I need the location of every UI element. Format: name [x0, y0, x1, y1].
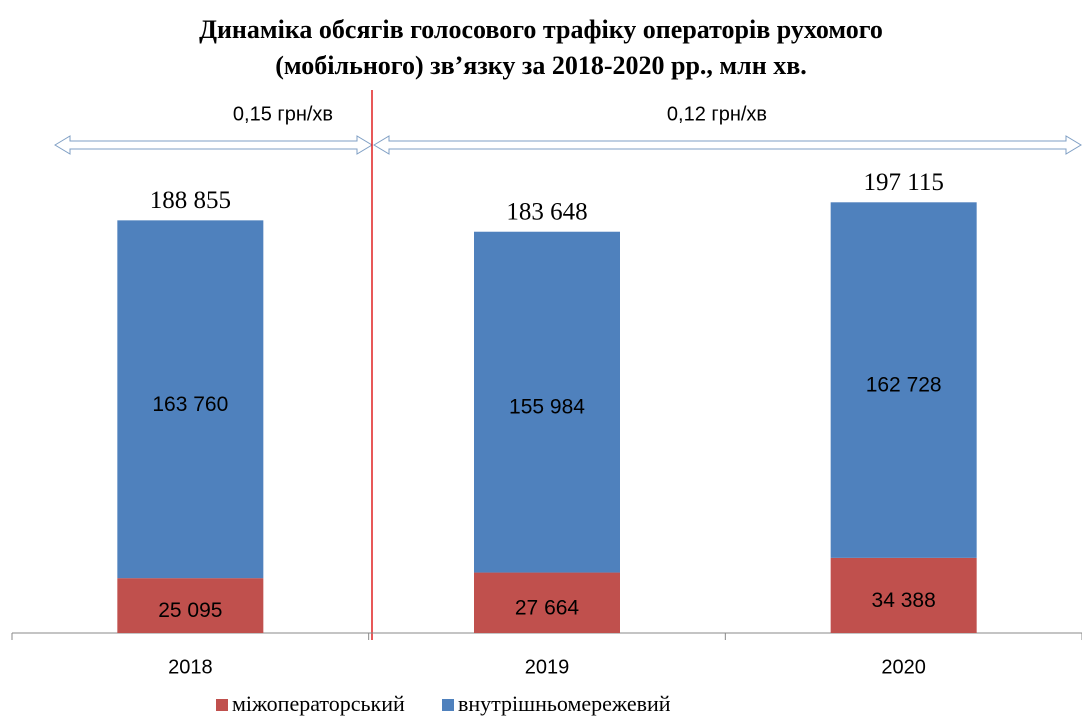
bar-segment: [474, 231, 620, 573]
value-label: 25 095: [158, 599, 222, 622]
annotation: 0,12 грн/хв: [667, 103, 767, 125]
value-label: 163 760: [152, 393, 228, 416]
value-label: 155 984: [509, 396, 585, 419]
value-label: 34 388: [872, 589, 936, 612]
bar-segment: [117, 578, 264, 633]
legend-swatch: [216, 699, 228, 711]
chart-title: Динаміка обсягів голосового трафіку опер…: [199, 15, 883, 44]
value-label: 27 664: [515, 596, 580, 619]
bar-segment: [117, 220, 264, 579]
x-tick-label: 2018: [168, 656, 213, 678]
total-label: 197 115: [864, 169, 944, 196]
value-label: 162 728: [866, 374, 942, 397]
bar-segment: [830, 202, 977, 558]
bar-segment: [830, 557, 977, 633]
total-label: 183 648: [506, 198, 587, 225]
legend-label: внутрішньомережевий: [458, 691, 671, 716]
annotation: 0,15 грн/хв: [233, 103, 333, 125]
x-tick-label: 2020: [881, 656, 926, 678]
x-tick-label: 2019: [525, 656, 570, 678]
chart-title: (мобільного) зв’язку за 2018-2020 рр., м…: [275, 51, 807, 80]
total-label: 188 855: [150, 187, 231, 214]
period-arrow: [54, 135, 373, 155]
legend-label: міжоператорський: [232, 691, 405, 716]
legend-swatch: [442, 699, 454, 711]
bar-segment: [474, 572, 620, 633]
period-arrow: [373, 135, 1082, 155]
